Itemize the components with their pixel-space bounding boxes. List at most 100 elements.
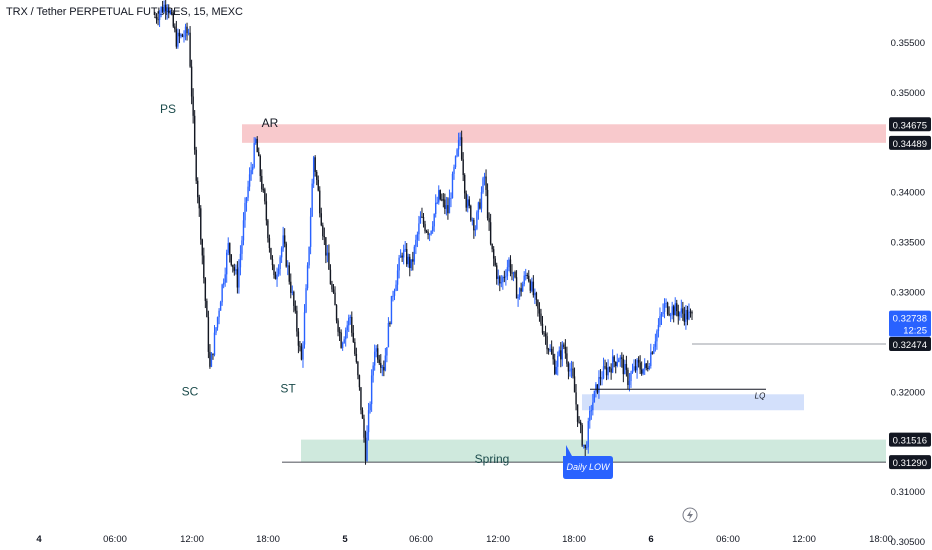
daily-low-callout: Daily LOW [563, 445, 613, 479]
candle-body [424, 224, 426, 232]
candle-body [325, 237, 327, 256]
y-tick-label: 0.31000 [891, 487, 925, 498]
candle-body [369, 404, 371, 411]
candle-body [506, 267, 509, 277]
candle-body [445, 205, 448, 209]
candle-body [317, 179, 319, 191]
candle-body [595, 384, 597, 391]
candle-body [570, 368, 573, 371]
lq-zone [582, 394, 804, 411]
x-tick-label: 06:00 [716, 534, 740, 545]
overlay-layer: PS AR SC ST Spring LQ Daily LOW [160, 102, 886, 523]
candle-body [181, 34, 184, 37]
candle-body [222, 282, 225, 285]
candle-body [290, 281, 292, 293]
candle-body [168, 8, 170, 14]
candle-body [538, 308, 541, 314]
candle-body [616, 362, 618, 366]
candle-body [328, 252, 330, 270]
label-ps: PS [160, 102, 176, 116]
x-tick-label: 5 [342, 534, 348, 545]
candle-body [238, 267, 240, 288]
candle-body [569, 370, 571, 372]
candle-body [482, 178, 484, 193]
candle-body [431, 226, 434, 231]
candle-body [514, 272, 516, 278]
candle-body [319, 190, 321, 214]
candle-body [209, 351, 211, 367]
candle-body [203, 255, 205, 279]
candle-body [193, 115, 196, 150]
candle-body [587, 421, 589, 448]
candle-body [441, 199, 443, 201]
candle-body [650, 352, 652, 367]
candle-body [610, 368, 612, 373]
candle-body [572, 368, 574, 377]
candle-body [265, 201, 268, 221]
candle-body [239, 253, 242, 268]
candle-body [621, 357, 623, 360]
candle-body [689, 311, 692, 313]
candle-body [395, 284, 397, 291]
candle-body [677, 311, 679, 317]
y-tick-label: 0.35000 [891, 88, 925, 99]
candle-body [625, 363, 628, 370]
candle-body [451, 173, 454, 199]
candle-body [567, 363, 570, 372]
candle-body [618, 359, 620, 363]
label-ar: AR [262, 116, 279, 130]
candle-body [210, 353, 213, 367]
candle-body [471, 219, 474, 221]
candle-body [348, 317, 350, 326]
candle-body [633, 366, 635, 371]
price-tag-spring-top: 0.31516 [893, 436, 927, 447]
candle-body [215, 327, 217, 333]
price-tag-zone-top-bg [889, 117, 931, 132]
candle-body [261, 175, 263, 190]
candle-body [189, 32, 191, 67]
candle-body [178, 32, 181, 37]
candle-body [157, 19, 159, 21]
y-tick-label: 0.32000 [891, 387, 925, 398]
candle-body [479, 202, 481, 209]
candle-body [592, 402, 594, 411]
candle-body [190, 66, 193, 97]
candle-body [480, 192, 483, 209]
candle-body [219, 302, 222, 311]
candle-body [322, 225, 324, 237]
candle-body [160, 6, 162, 13]
candle-body [291, 291, 294, 293]
candle-body [360, 387, 362, 411]
candle-body [485, 176, 487, 190]
candle-body [668, 314, 670, 316]
candle-body [656, 331, 658, 342]
candle-body [383, 367, 385, 371]
candle-body [525, 274, 527, 276]
candle-body [418, 223, 420, 235]
x-tick-label: 18:00 [869, 534, 893, 545]
candle-body [264, 189, 266, 202]
candle-body [505, 276, 507, 278]
x-tick-label: 4 [36, 534, 42, 545]
candle-body [344, 330, 347, 340]
price-tag-current: 0.32738 [893, 314, 927, 325]
candle-body [557, 355, 559, 367]
candle-body [622, 359, 625, 375]
candle-body [607, 367, 609, 376]
candle-body [155, 17, 158, 20]
candle-body [340, 332, 342, 348]
candle-body [187, 32, 190, 34]
candle-body [389, 323, 391, 325]
candle-body [258, 152, 260, 157]
candle-body [404, 249, 406, 251]
candle-body [277, 269, 280, 275]
candle-body [406, 249, 408, 265]
candle-body [462, 159, 464, 176]
candle-body [343, 339, 345, 343]
candle-body [158, 12, 161, 20]
candle-body [250, 170, 252, 175]
candle-body [631, 370, 634, 373]
candle-body [184, 26, 187, 37]
candle-body [645, 363, 647, 368]
